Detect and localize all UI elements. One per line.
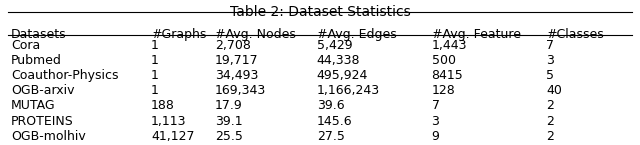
Text: 34,493: 34,493 — [215, 69, 258, 82]
Text: #Avg. Edges: #Avg. Edges — [317, 28, 397, 41]
Text: 2,708: 2,708 — [215, 39, 251, 51]
Text: OGB-arxiv: OGB-arxiv — [11, 84, 74, 97]
Text: 1: 1 — [151, 39, 159, 51]
Text: 9: 9 — [431, 130, 440, 143]
Text: 169,343: 169,343 — [215, 84, 266, 97]
Text: 500: 500 — [431, 54, 456, 67]
Text: 40: 40 — [546, 84, 562, 97]
Text: Coauthor-Physics: Coauthor-Physics — [11, 69, 118, 82]
Text: 7: 7 — [546, 39, 554, 51]
Text: 17.9: 17.9 — [215, 99, 243, 113]
Text: 1: 1 — [151, 69, 159, 82]
Text: 1: 1 — [151, 54, 159, 67]
Text: 2: 2 — [546, 99, 554, 113]
Text: 44,338: 44,338 — [317, 54, 360, 67]
Text: Datasets: Datasets — [11, 28, 67, 41]
Text: 41,127: 41,127 — [151, 130, 195, 143]
Text: 2: 2 — [546, 130, 554, 143]
Text: 39.1: 39.1 — [215, 115, 243, 128]
Text: 19,717: 19,717 — [215, 54, 259, 67]
Text: 7: 7 — [431, 99, 440, 113]
Text: 1,166,243: 1,166,243 — [317, 84, 380, 97]
Text: OGB-molhiv: OGB-molhiv — [11, 130, 86, 143]
Text: 3: 3 — [546, 54, 554, 67]
Text: 128: 128 — [431, 84, 455, 97]
Text: PROTEINS: PROTEINS — [11, 115, 74, 128]
Text: 1,443: 1,443 — [431, 39, 467, 51]
Text: Pubmed: Pubmed — [11, 54, 62, 67]
Text: MUTAG: MUTAG — [11, 99, 56, 113]
Text: #Avg. Nodes: #Avg. Nodes — [215, 28, 296, 41]
Text: #Graphs: #Graphs — [151, 28, 207, 41]
Text: Table 2: Dataset Statistics: Table 2: Dataset Statistics — [230, 5, 410, 19]
Text: 1: 1 — [151, 84, 159, 97]
Text: 39.6: 39.6 — [317, 99, 344, 113]
Text: 8415: 8415 — [431, 69, 463, 82]
Text: #Classes: #Classes — [546, 28, 604, 41]
Text: Cora: Cora — [11, 39, 40, 51]
Text: 145.6: 145.6 — [317, 115, 353, 128]
Text: 25.5: 25.5 — [215, 130, 243, 143]
Text: 3: 3 — [431, 115, 440, 128]
Text: 5,429: 5,429 — [317, 39, 353, 51]
Text: 2: 2 — [546, 115, 554, 128]
Text: 27.5: 27.5 — [317, 130, 345, 143]
Text: #Avg. Feature: #Avg. Feature — [431, 28, 520, 41]
Text: 495,924: 495,924 — [317, 69, 368, 82]
Text: 1,113: 1,113 — [151, 115, 187, 128]
Text: 5: 5 — [546, 69, 554, 82]
Text: 188: 188 — [151, 99, 175, 113]
